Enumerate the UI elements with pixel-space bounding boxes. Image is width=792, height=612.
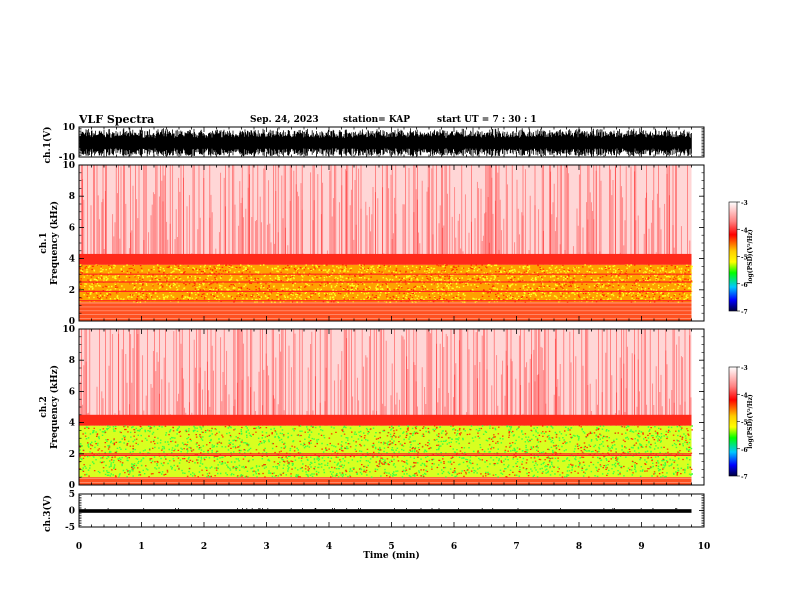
spectrogram-band: [79, 414, 692, 426]
colorbar-tick-label: -4: [741, 392, 748, 399]
x-tick-label: 5: [388, 542, 394, 552]
y-tick-label: -10: [59, 153, 75, 163]
colorbar-gradient: [728, 201, 738, 312]
x-tick-label: 8: [576, 542, 582, 552]
colorbar-tick-label: -7: [741, 309, 748, 316]
spectrogram-spots: [79, 425, 693, 478]
colorbar-label: log(PSD)(V²/Hz): [747, 394, 754, 449]
y-tick-label: 8: [69, 356, 75, 366]
colorbar-tick-label: -3: [741, 200, 748, 207]
x-tick-label: 10: [698, 542, 711, 552]
colorbar-tick-label: -5: [741, 255, 748, 262]
ch3-y-label: ch.3(V): [42, 495, 53, 532]
y-tick-label: -5: [65, 523, 75, 533]
ch2-y-label: ch.2Frequency (kHz): [39, 365, 60, 449]
time-axis-labels: 0 1 2 3 4 5 6 7 8 9 10: [76, 542, 710, 552]
ch1-waveform-trace: [79, 127, 692, 157]
y-tick-label: 6: [69, 223, 75, 233]
colorbar-tick-label: -5: [741, 420, 748, 427]
colorbar-tick-label: -7: [741, 474, 748, 481]
y-tick-label: 8: [69, 192, 75, 202]
colorbar-tick-label: -6: [741, 282, 748, 289]
x-tick-label: 1: [138, 542, 144, 552]
colorbar-tick-label: -4: [741, 227, 748, 234]
colorbar-gradient: [728, 366, 738, 477]
spectrogram-band: [79, 253, 692, 265]
spectrogram-band: [79, 477, 692, 485]
y-tick-label: 10: [62, 161, 75, 171]
y-tick-label: 0: [69, 317, 75, 327]
colorbar-tick-label: -6: [741, 447, 748, 454]
start-time-label: start UT = 7 : 30 : 1: [437, 115, 537, 125]
ch1-colorbar: -3 -4 -5 -6 -7 log(PSD)(V²/Hz): [728, 200, 754, 316]
ch2-frame: [78, 328, 705, 486]
y-tick-label: 5: [69, 490, 75, 500]
ch2-colorbar: -3 -4 -5 -6 -7 log(PSD)(V²/Hz): [728, 365, 754, 481]
x-tick-label: 4: [326, 542, 332, 552]
x-tick-label: 6: [451, 542, 457, 552]
ch3-waveform-spikes: [84, 508, 678, 510]
y-tick-label: 6: [69, 387, 75, 397]
y-tick-label: 10: [62, 123, 75, 133]
spectrogram-band: [79, 302, 692, 321]
x-tick-label: 7: [513, 542, 519, 552]
ch1-frame: [78, 164, 705, 322]
spectrogram-spots: [79, 264, 693, 303]
ch3-frame: [78, 493, 705, 528]
ch2-spectrogram-image: [78, 329, 693, 485]
x-tick-label: 9: [638, 542, 644, 552]
y-tick-label: 10: [62, 325, 75, 335]
x-tick-label: 3: [263, 542, 269, 552]
y-tick-label: 2: [69, 450, 75, 460]
y-tick-label: 2: [69, 286, 75, 296]
colorbar-tick-label: -3: [741, 365, 748, 372]
ch1-frame: [78, 126, 705, 158]
y-tick-label: 0: [69, 507, 75, 517]
spectrogram-band: [79, 264, 692, 303]
chart-title: VLF Spectra: [79, 113, 155, 126]
ch1-y-label: ch.1(V): [42, 127, 53, 164]
station-label: station= KAP: [343, 115, 411, 125]
ch1-spectrogram-image: [78, 165, 693, 321]
ch3-waveform-trace: [79, 509, 692, 513]
x-axis-label: Time (min): [363, 550, 420, 561]
y-tick-label: 0: [69, 481, 75, 491]
y-tick-label: 4: [69, 419, 75, 429]
x-tick-label: 0: [76, 542, 82, 552]
colorbar-label: log(PSD)(V²/Hz): [747, 229, 754, 284]
x-tick-label: 2: [201, 542, 207, 552]
ch1-y-label: ch.1Frequency (kHz): [39, 201, 60, 285]
date-label: Sep. 24, 2023: [250, 115, 319, 125]
y-tick-label: 4: [69, 255, 75, 265]
